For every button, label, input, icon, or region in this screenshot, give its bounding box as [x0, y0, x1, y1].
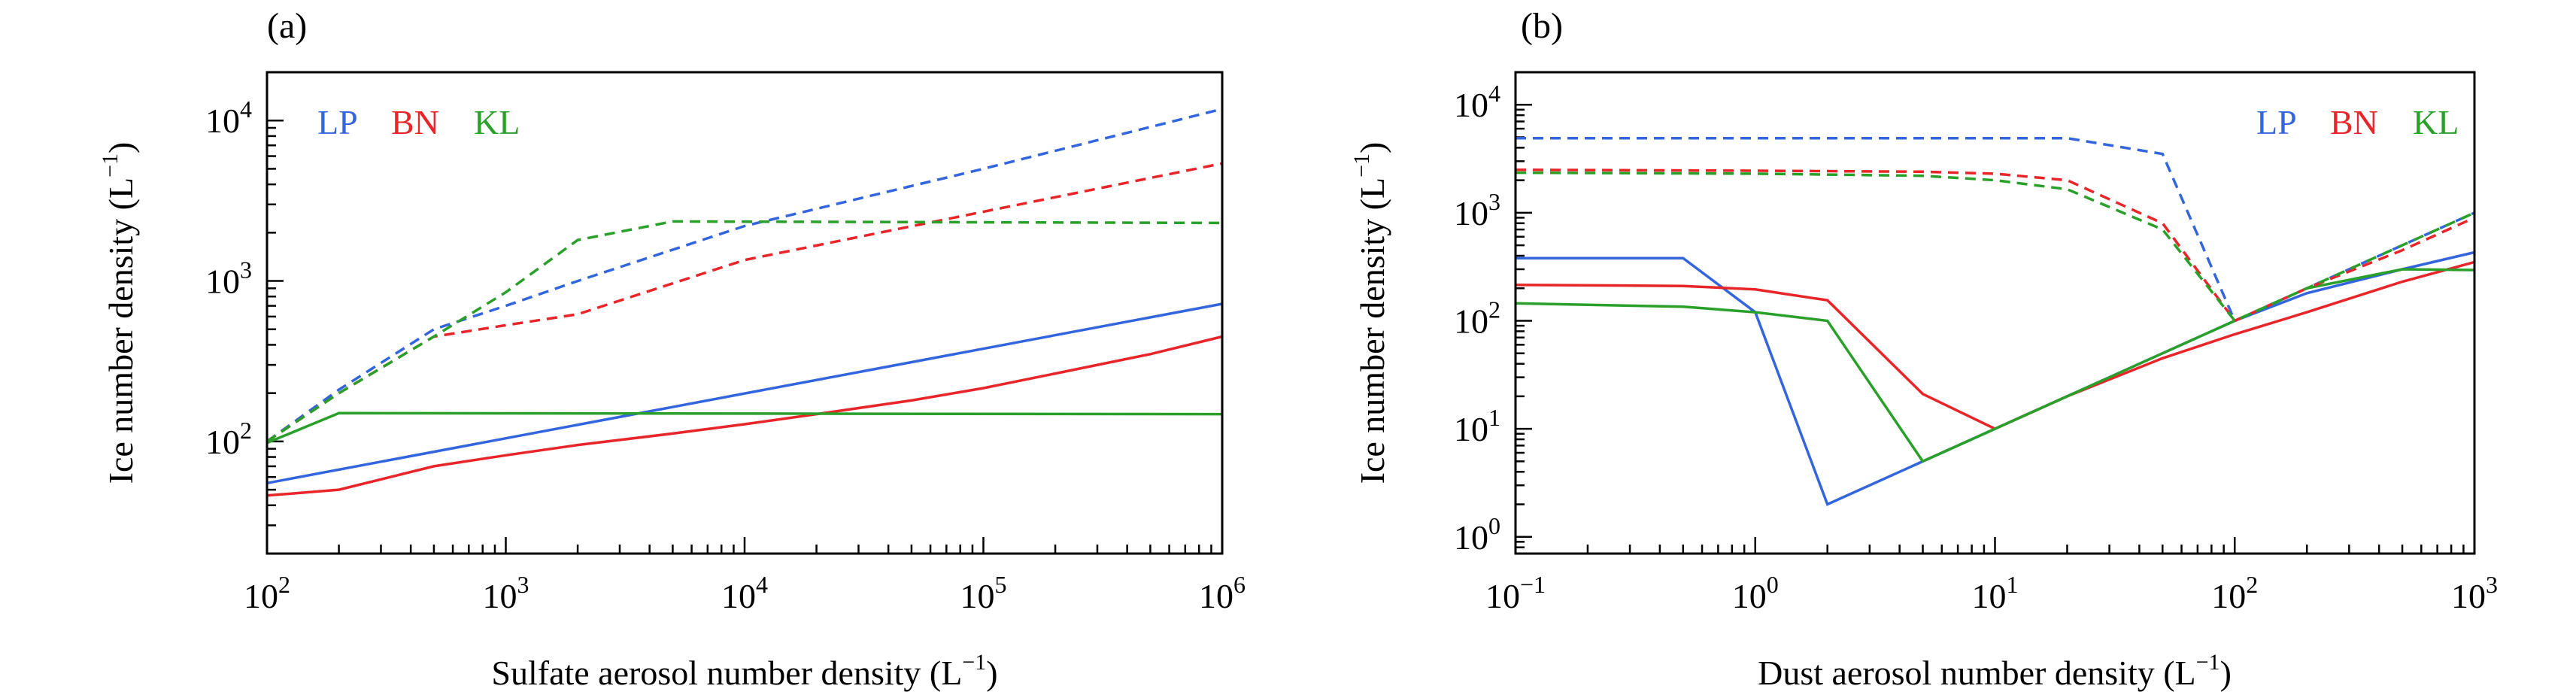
x-tick-label: 103 [483, 571, 529, 615]
panel-b: (b) 10−1 100 101 102 103 100 101 102 103 104 Dust… [1349, 6, 2498, 692]
panel-b-legend: LP BN KL [2256, 103, 2459, 141]
series-bn-solid [266, 335, 1223, 497]
y-tick-label: 103 [1454, 188, 1500, 232]
panel-b-series [1515, 136, 2475, 506]
legend-item-kl: KL [474, 103, 520, 141]
legend-item-lp: LP [317, 103, 358, 141]
x-tick-label: 106 [1199, 571, 1246, 615]
series-bn-dashed [1515, 168, 2475, 323]
y-tick-label: 104 [1454, 80, 1500, 124]
y-tick-label: 102 [205, 417, 252, 461]
x-tick-label: 103 [2451, 571, 2498, 615]
legend-item-bn: BN [391, 103, 439, 141]
panel-b-frame [1514, 71, 2476, 555]
panel-label-a: (a) [267, 6, 307, 46]
y-tick-label: 100 [1454, 512, 1500, 557]
panel-a-legend: LP BN KL [317, 103, 520, 141]
x-tick-label: 100 [1732, 571, 1779, 615]
panel-a-xlabel: Sulfate aerosol number density (L−1) [491, 650, 997, 692]
series-bn-dashed [266, 162, 1223, 443]
panel-a: (a) 102 103 104 105 106 102 103 104 Sulfate aer… [98, 6, 1246, 692]
panel-a-frame [265, 71, 1224, 555]
x-tick-label: 101 [1972, 571, 2019, 615]
series-kl-dashed [1515, 171, 2475, 323]
legend-item-kl: KL [2413, 103, 2459, 141]
series-kl-dashed [266, 220, 1223, 443]
panel-a-ticks: 102 103 104 105 106 102 103 104 [205, 71, 1246, 615]
x-tick-label: 102 [244, 571, 290, 615]
y-tick-label: 101 [1454, 404, 1500, 448]
legend-item-lp: LP [2256, 103, 2297, 141]
series-lp-dashed [265, 108, 1223, 443]
x-tick-label: 104 [721, 571, 768, 615]
panel-b-ylabel: Ice number density (L−1) [1349, 142, 1391, 484]
panel-label-b: (b) [1521, 6, 1563, 46]
x-tick-label: 102 [2211, 571, 2258, 615]
legend-item-bn: BN [2330, 103, 2378, 141]
series-lp-solid [266, 302, 1223, 485]
y-tick-label: 102 [1454, 296, 1500, 340]
series-lp-dashed [1516, 136, 2475, 323]
y-tick-label: 103 [205, 256, 252, 301]
series-lp-solid [1516, 250, 2475, 506]
x-tick-label: 105 [960, 571, 1007, 615]
panel-b-ticks: 10−1 100 101 102 103 100 101 102 103 104 [1454, 71, 2498, 615]
series-kl-solid [1515, 268, 2475, 463]
x-tick-label: 10−1 [1485, 571, 1546, 615]
series-kl-solid [266, 411, 1223, 445]
panel-b-xlabel: Dust aerosol number density (L−1) [1758, 650, 2232, 692]
panel-a-series [265, 108, 1223, 497]
y-tick-label: 104 [205, 96, 252, 140]
panel-a-ylabel: Ice number density (L−1) [98, 142, 140, 484]
